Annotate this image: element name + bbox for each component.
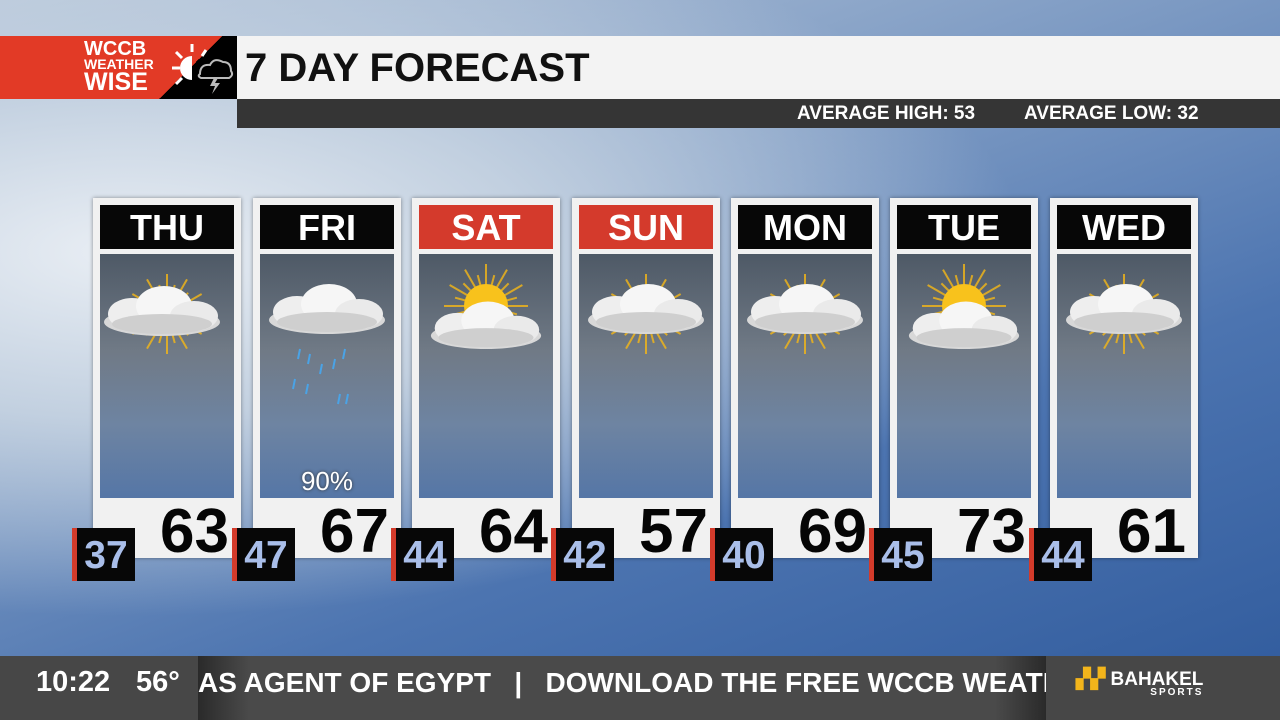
average-high: AVERAGE HIGH: 53 bbox=[797, 103, 976, 124]
sponsor-sub: SPORTS bbox=[1150, 687, 1204, 698]
high-temp: 61 bbox=[1117, 497, 1186, 566]
high-temp: 67 bbox=[320, 497, 389, 566]
cloud-shape bbox=[747, 284, 863, 334]
averages-bar: AVERAGE HIGH: 53 AVERAGE LOW: 32 bbox=[237, 99, 1280, 128]
sky-panel: 90% bbox=[260, 254, 394, 498]
sky-panel bbox=[419, 254, 553, 498]
rain-cloud-icon bbox=[269, 284, 385, 405]
sponsor-logo: ▞▞ BAHAKEL SPORTS bbox=[1076, 669, 1204, 698]
day-label: THU bbox=[100, 205, 234, 249]
cloud-shape bbox=[269, 284, 385, 334]
day-label: SAT bbox=[419, 205, 553, 249]
cloud-shape bbox=[104, 286, 220, 336]
day-label: MON bbox=[738, 205, 872, 249]
day-label: TUE bbox=[897, 205, 1031, 249]
sky-panel bbox=[897, 254, 1031, 498]
cloud-shape bbox=[908, 301, 1020, 349]
partly-cloudy-icon bbox=[747, 274, 863, 354]
forecast-card-mon: MON 69 bbox=[731, 198, 879, 566]
mostly-sunny-icon bbox=[908, 264, 1020, 349]
page-title: 7 DAY FORECAST bbox=[245, 46, 590, 90]
cloud-shape bbox=[430, 301, 542, 349]
low-temp: 44 bbox=[391, 528, 454, 581]
high-temp: 64 bbox=[479, 497, 548, 566]
wccb-weather-wise-logo: WCCB WEATHER WISE bbox=[0, 36, 237, 99]
forecast-card-thu: THU 63 bbox=[93, 198, 241, 566]
sky-panel bbox=[579, 254, 713, 498]
sky-panel bbox=[738, 254, 872, 498]
high-temp: 69 bbox=[798, 497, 867, 566]
cloud-shape bbox=[588, 284, 704, 334]
logo-line1: WCCB bbox=[84, 38, 147, 60]
forecast-card-wed: WED 61 bbox=[1050, 198, 1198, 566]
logo-line2: WEATHER bbox=[84, 56, 154, 73]
forecast-card-fri: FRI 90% 67 bbox=[253, 198, 401, 566]
forecast-card-sun: SUN 57 bbox=[572, 198, 720, 566]
sky-panel bbox=[100, 254, 234, 498]
low-temp: 37 bbox=[72, 528, 135, 581]
high-temp: 63 bbox=[160, 497, 229, 566]
partly-cloudy-icon bbox=[1066, 274, 1182, 354]
ticker-bar: 10:22 56° AS AGENT OF EGYPT | DOWNLOAD T… bbox=[0, 656, 1280, 720]
high-temp: 73 bbox=[957, 497, 1026, 566]
current-temperature: 56° bbox=[136, 666, 180, 698]
news-crawl: AS AGENT OF EGYPT | DOWNLOAD THE FREE WC… bbox=[198, 656, 1046, 720]
average-low: AVERAGE LOW: 32 bbox=[1024, 103, 1199, 124]
low-temp: 45 bbox=[869, 528, 932, 581]
forecast-card-tue: TUE 73 bbox=[890, 198, 1038, 566]
partly-cloudy-icon bbox=[588, 274, 704, 354]
crawl-text: AS AGENT OF EGYPT | DOWNLOAD THE FREE WC… bbox=[198, 667, 1046, 698]
day-label: SUN bbox=[579, 205, 713, 249]
sun-storm-icon bbox=[172, 44, 234, 94]
partly-cloudy-sun-behind-icon bbox=[104, 274, 220, 354]
title-bar: 7 DAY FORECAST bbox=[237, 36, 1280, 99]
sponsor-name: BAHAKEL bbox=[1110, 669, 1204, 690]
low-temp: 47 bbox=[232, 528, 295, 581]
low-temp: 40 bbox=[710, 528, 773, 581]
cloud-shape bbox=[1066, 284, 1182, 334]
precip-chance: 90% bbox=[300, 466, 354, 496]
high-temp: 57 bbox=[639, 497, 708, 566]
sky-panel bbox=[1057, 254, 1191, 498]
low-temp: 42 bbox=[551, 528, 614, 581]
day-label: WED bbox=[1057, 205, 1191, 249]
day-label: FRI bbox=[260, 205, 394, 249]
forecast-card-sat: SAT 64 bbox=[412, 198, 560, 566]
mostly-sunny-icon bbox=[430, 264, 542, 349]
logo-line3: WISE bbox=[84, 68, 148, 97]
clock: 10:22 bbox=[36, 666, 111, 698]
low-temp: 44 bbox=[1029, 528, 1092, 581]
